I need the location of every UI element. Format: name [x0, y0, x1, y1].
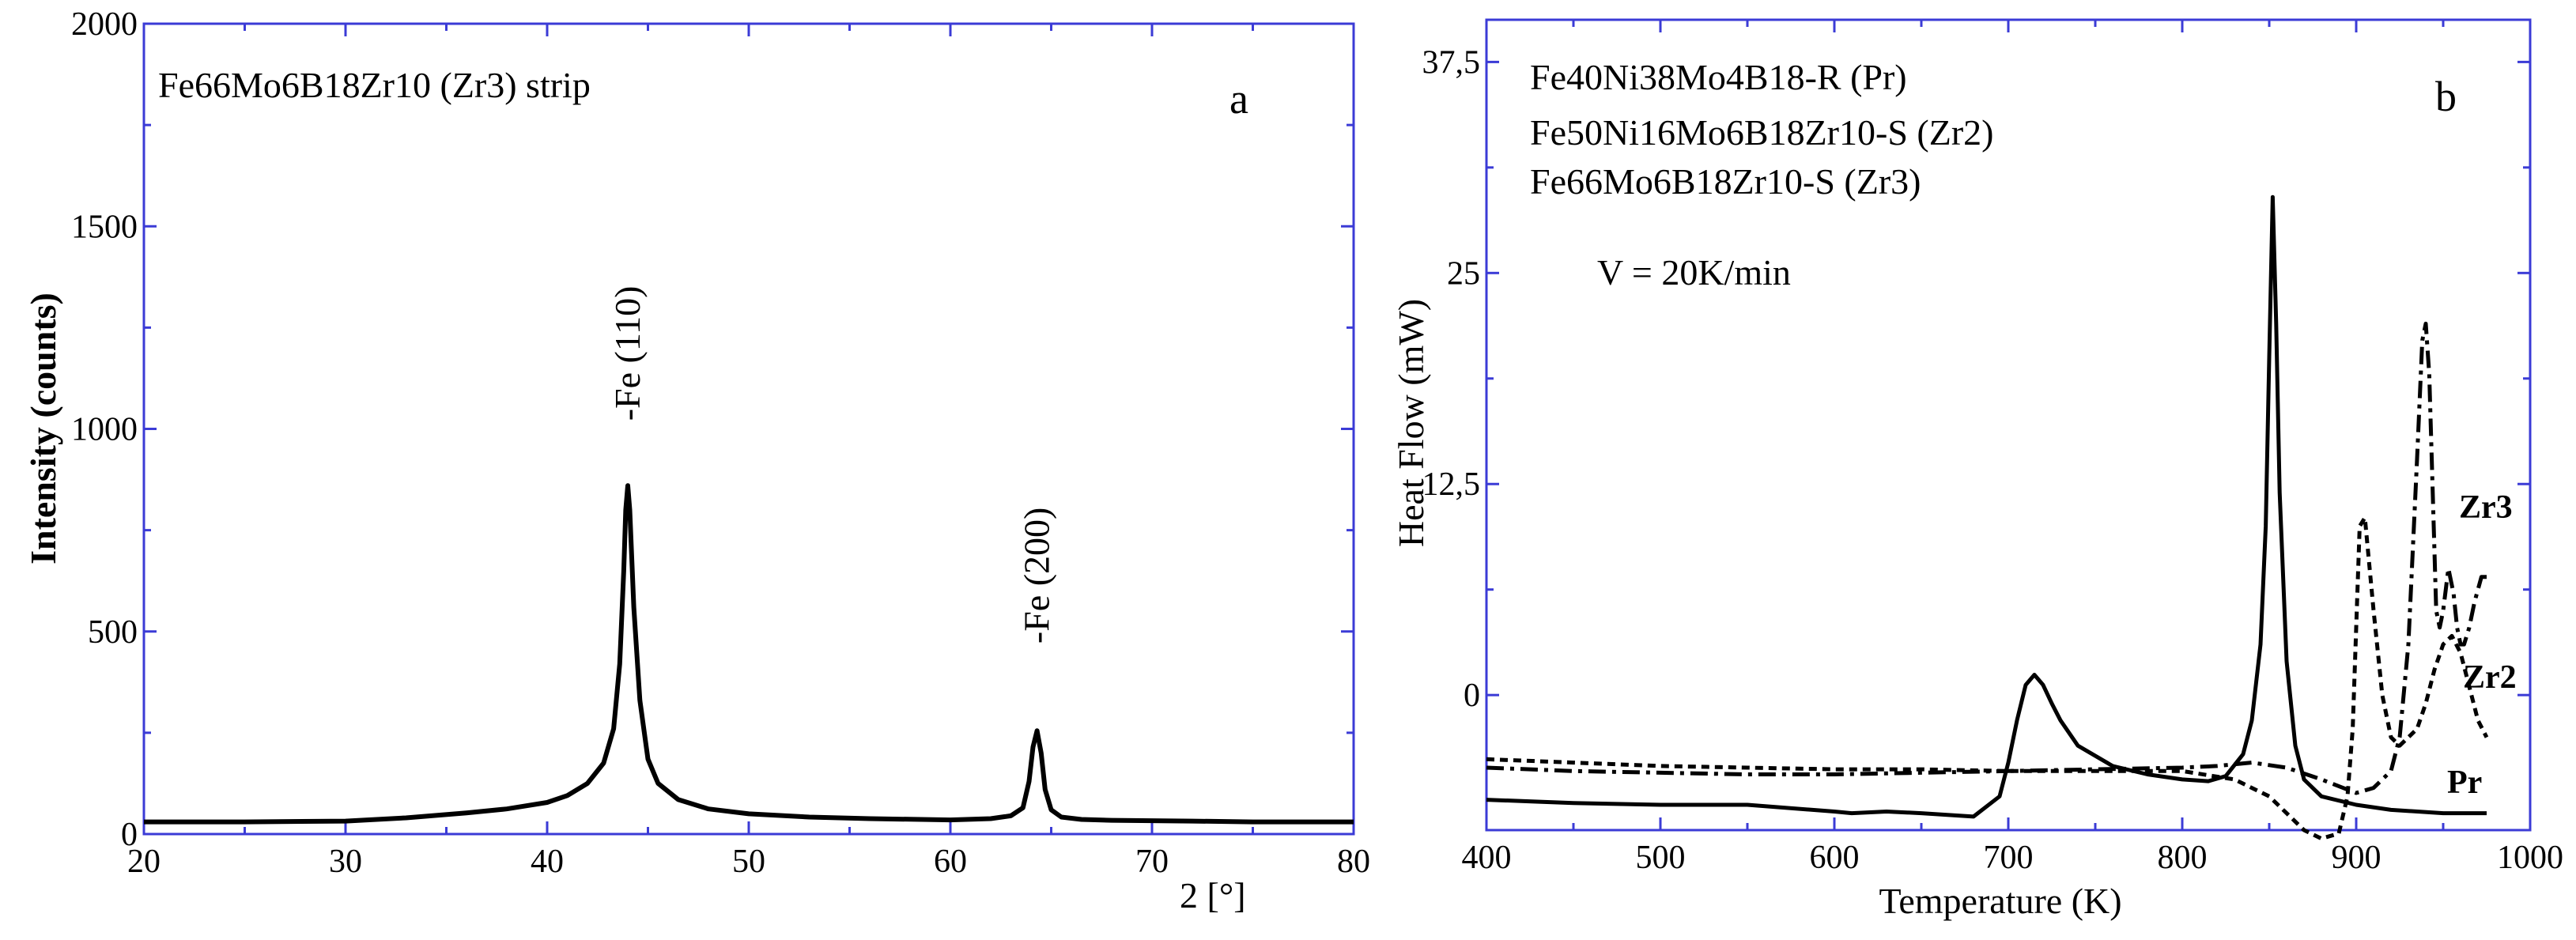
panel-a-xrd-trace — [144, 483, 1354, 825]
x-tick-label: 70 — [1135, 844, 1169, 880]
panel-b-x-axis-title: Temperature (K) — [1879, 881, 2121, 921]
panel-b: 400 500 600 700 800 900 1000 0 12,5 25 37,5 Fe40N… — [1391, 18, 2564, 921]
y-tick-label: 1000 — [71, 412, 138, 448]
panel-b-label: b — [2435, 73, 2457, 120]
panel-b-ticks — [1485, 20, 2532, 830]
y-tick-label: 37,5 — [1422, 44, 1481, 81]
x-tick-label: 600 — [1810, 840, 1860, 876]
panel-a-x-tick-labels: 20 30 40 50 60 70 80 — [127, 844, 1370, 880]
x-tick-label: 40 — [531, 844, 564, 880]
panel-b-curve-zr2 — [1486, 515, 2489, 841]
panel-a-ticks — [142, 22, 1355, 836]
x-tick-label: 50 — [732, 844, 765, 880]
panel-b-y-axis-title: Heat Flow (mW) — [1391, 299, 1431, 547]
x-tick-label: 900 — [2332, 840, 2381, 876]
y-tick-label: 12,5 — [1422, 466, 1481, 503]
y-tick-label: 1500 — [71, 209, 138, 245]
panel-a-title: Fe66Mo6B18Zr10 (Zr3) strip — [158, 65, 591, 105]
x-tick-label: 60 — [934, 844, 967, 880]
x-tick-label: 400 — [1462, 840, 1512, 876]
panel-b-curve-label-zr2: Zr2 — [2463, 659, 2517, 696]
x-tick-label: 700 — [1984, 840, 2034, 876]
y-tick-label: 2000 — [71, 6, 138, 43]
panel-b-legend-line-1: Fe40Ni38Mo4B18-R (Pr) — [1530, 57, 1907, 97]
panel-a-peak-label-200: -Fe (200) — [1017, 508, 1057, 644]
panel-b-curve-label-pr: Pr — [2447, 764, 2482, 801]
panel-a-peak-label-110: -Fe (110) — [607, 286, 648, 421]
y-tick-label: 0 — [1464, 678, 1480, 714]
x-tick-label: 800 — [2158, 840, 2208, 876]
panel-a-frame — [142, 22, 1355, 836]
x-tick-label: 30 — [329, 844, 362, 880]
panel-b-rate-annotation: V = 20K/min — [1597, 252, 1791, 293]
x-tick-label: 1000 — [2497, 840, 2563, 876]
panel-a-y-axis-title: Intensity (counts) — [23, 293, 63, 564]
y-tick-label: 500 — [88, 614, 138, 651]
panel-a: 20 30 40 50 60 70 80 0 500 1000 1500 2000 Fe66Mo6B… — [23, 6, 1370, 915]
panel-b-curve-pr — [1486, 194, 2487, 819]
x-tick-label: 20 — [127, 844, 161, 880]
x-tick-label: 500 — [1636, 840, 1686, 876]
y-tick-label: 25 — [1447, 255, 1480, 292]
y-tick-label: 0 — [121, 817, 138, 853]
panel-b-legend-line-2: Fe50Ni16Mo6B18Zr10-S (Zr2) — [1530, 112, 1993, 153]
x-tick-label: 80 — [1337, 844, 1370, 880]
panel-b-y-tick-labels: 0 12,5 25 37,5 — [1422, 44, 1481, 714]
panel-a-label: a — [1229, 75, 1248, 123]
panel-b-curve-label-zr3: Zr3 — [2459, 489, 2513, 526]
panel-a-y-tick-labels: 0 500 1000 1500 2000 — [71, 6, 138, 853]
panel-b-legend-line-3: Fe66Mo6B18Zr10-S (Zr3) — [1530, 161, 1921, 202]
panel-b-x-tick-labels: 400 500 600 700 800 900 1000 — [1462, 840, 2564, 876]
panel-b-curve-zr3 — [1486, 321, 2487, 795]
panel-a-x-axis-title: 2 [°] — [1180, 875, 1246, 915]
